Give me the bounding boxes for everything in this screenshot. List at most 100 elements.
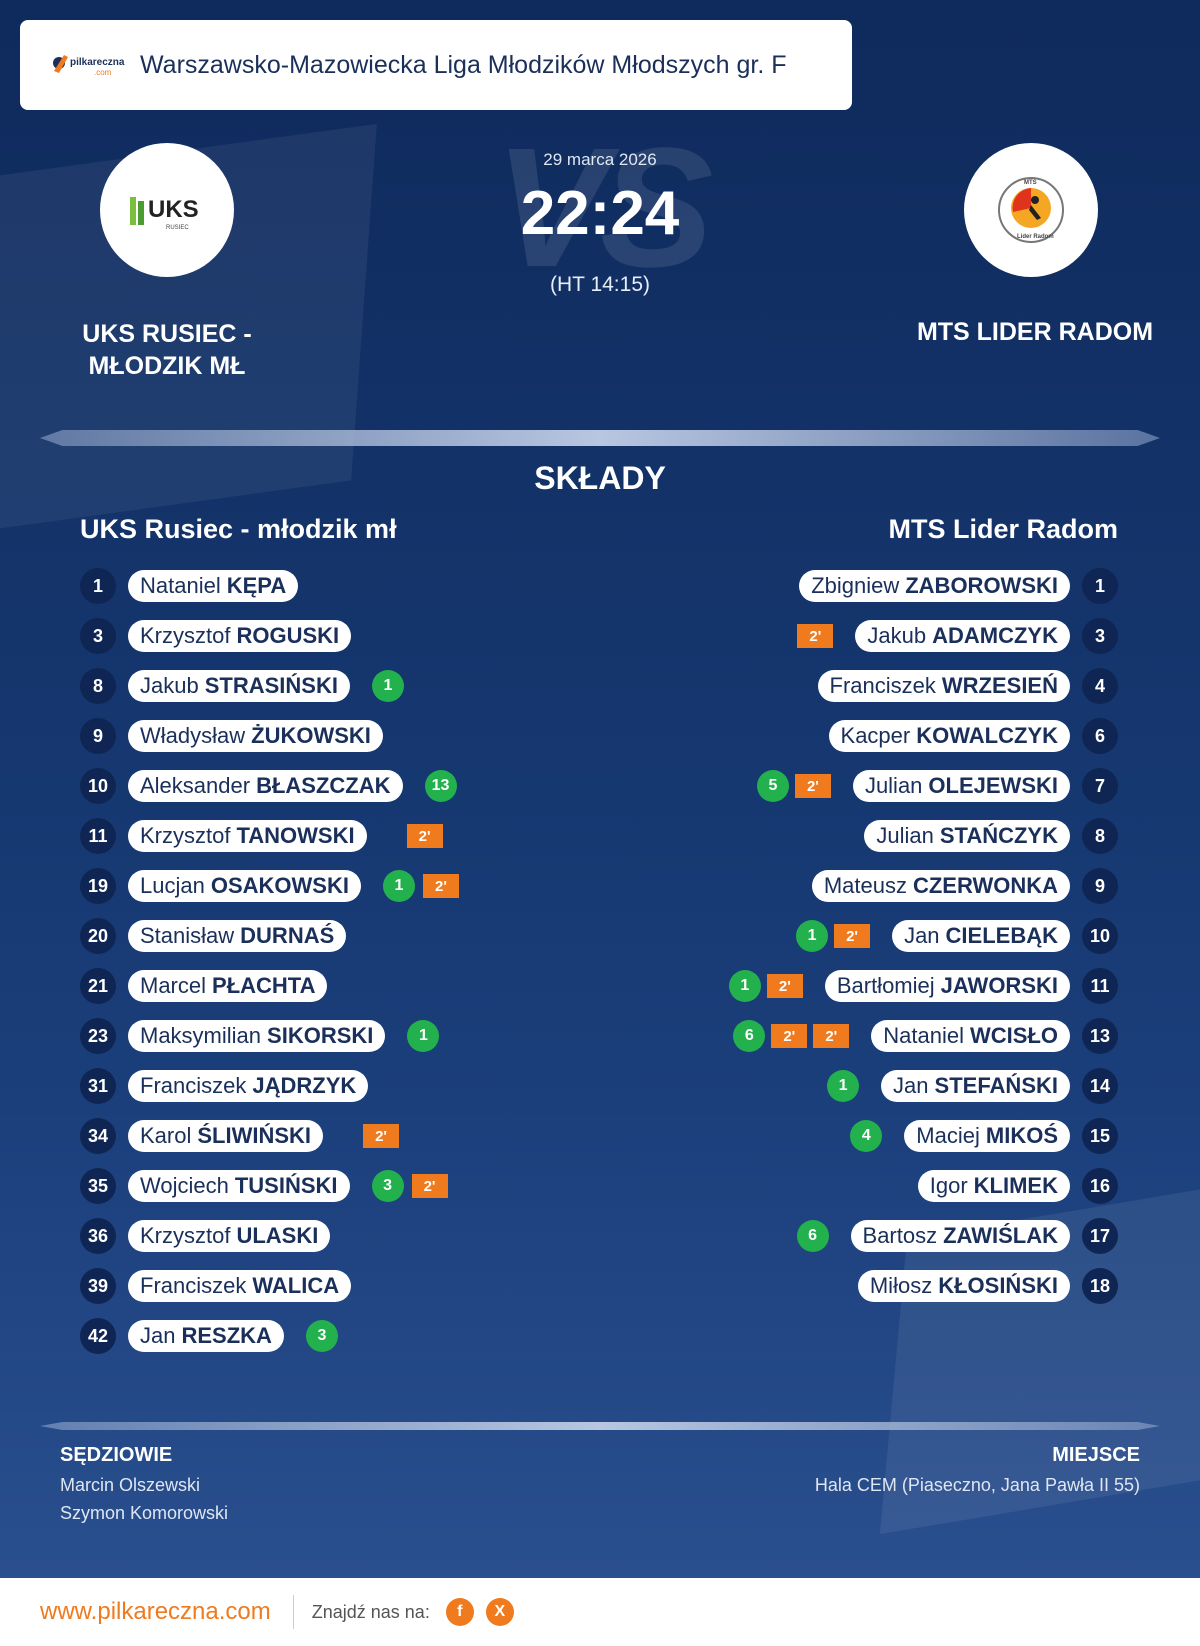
website-link[interactable]: www.pilkareczna.com: [40, 1598, 271, 1625]
x-icon[interactable]: X: [485, 1598, 514, 1626]
player-last-name: CZERWONKA: [912, 873, 1058, 898]
player-row: Franciszek WRZESIEŃ 4: [817, 668, 1118, 704]
player-number: 20: [80, 918, 116, 954]
player-name: Marcel PŁACHTA: [128, 970, 328, 1002]
player-number: 11: [1082, 968, 1118, 1004]
halftime-score: (HT 14:15): [550, 273, 650, 296]
suspension-badge: 2': [771, 1024, 808, 1048]
player-name: Bartosz ZAWIŚLAK: [850, 1220, 1070, 1252]
away-team-logo: MTS Lider Radom: [964, 143, 1098, 277]
vs-watermark: VS: [494, 113, 714, 303]
player-number: 42: [80, 1318, 116, 1354]
player-last-name: ZAWIŚLAK: [943, 1223, 1058, 1248]
player-last-name: CIELEBĄK: [945, 923, 1058, 948]
player-number: 1: [1082, 568, 1118, 604]
player-first-name: Franciszek: [140, 1273, 247, 1298]
player-name: Julian OLEJEWSKI: [852, 770, 1070, 802]
match-card: pilkareczna .com Warszawsko-Mazowiecka L…: [0, 0, 1200, 1578]
goals-badge: 3: [371, 1170, 404, 1202]
player-row: 6 2' 2' Nataniel WCISŁO 13: [733, 1018, 1118, 1054]
goals-badge: 6: [733, 1020, 766, 1052]
player-name: Jan STEFAŃSKI: [881, 1070, 1070, 1102]
player-row: 2' Jakub ADAMCZYK 3: [797, 618, 1118, 654]
officials-label: SĘDZIOWIE: [60, 1444, 173, 1466]
svg-text:UKS: UKS: [148, 196, 199, 223]
facebook-icon[interactable]: f: [445, 1598, 474, 1626]
player-number: 18: [1082, 1268, 1118, 1304]
player-name: Jan CIELEBĄK: [892, 920, 1070, 952]
player-first-name: Stanisław: [140, 923, 235, 948]
player-first-name: Julian: [864, 773, 923, 798]
player-name: Julian STAŃCZYK: [864, 820, 1070, 852]
player-name: Jan RESZKA: [128, 1320, 284, 1352]
player-first-name: Jakub: [867, 623, 927, 648]
player-row: 1 Nataniel KĘPA: [80, 568, 299, 604]
official-name: Szymon Komorowski: [60, 1503, 229, 1523]
player-number: 8: [80, 668, 116, 704]
player-number: 39: [80, 1268, 116, 1304]
player-last-name: JAWORSKI: [940, 973, 1058, 998]
away-squad-title: MTS Lider Radom: [888, 514, 1118, 544]
player-row: Mateusz CZERWONKA 9: [811, 868, 1118, 904]
venue-name: Hala CEM (Piaseczno, Jana Pawła II 55): [814, 1475, 1140, 1495]
player-row: Miłosz KŁOSIŃSKI 18: [857, 1268, 1118, 1304]
player-first-name: Wojciech: [140, 1173, 229, 1198]
player-first-name: Igor: [929, 1173, 968, 1198]
suspension-badge: 2': [794, 774, 831, 798]
svg-text:Lider Radom: Lider Radom: [1017, 234, 1054, 240]
svg-text:pilkareczna: pilkareczna: [70, 57, 125, 68]
player-name: Jakub STRASIŃSKI: [128, 670, 350, 702]
player-first-name: Miłosz: [869, 1273, 933, 1298]
player-first-name: Bartosz: [862, 1223, 938, 1248]
player-row: 1 2' Jan CIELEBĄK 10: [796, 918, 1118, 954]
brand-logo: pilkareczna .com: [50, 45, 130, 85]
player-name: Franciszek WALICA: [128, 1270, 352, 1302]
player-last-name: ZABOROWSKI: [905, 573, 1058, 598]
player-row: 39 Franciszek WALICA: [80, 1268, 352, 1304]
suspension-badge: 2': [813, 1024, 850, 1048]
suspension-badge: 2': [406, 824, 443, 848]
player-first-name: Krzysztof: [140, 623, 231, 648]
player-number: 11: [80, 818, 116, 854]
divider: [40, 430, 1160, 446]
player-row: 1 2' Bartłomiej JAWORSKI 11: [728, 968, 1118, 1004]
player-name: Krzysztof ROGUSKI: [128, 620, 352, 652]
player-row: Julian STAŃCZYK 8: [864, 818, 1118, 854]
player-row: 34 Karol ŚLIWIŃSKI 2': [80, 1118, 400, 1154]
player-name: Kacper KOWALCZYK: [828, 720, 1070, 752]
player-first-name: Bartłomiej: [836, 973, 935, 998]
player-row: Igor KLIMEK 16: [917, 1168, 1118, 1204]
goals-badge: 3: [305, 1320, 338, 1352]
league-name: Warszawsko-Mazowiecka Liga Młodzików Mło…: [140, 50, 787, 79]
goals-badge: 4: [850, 1120, 883, 1152]
player-number: 14: [1082, 1068, 1118, 1104]
goals-badge: 1: [728, 970, 761, 1002]
player-number: 15: [1082, 1118, 1118, 1154]
league-header: pilkareczna .com Warszawsko-Mazowiecka L…: [20, 20, 852, 110]
player-name: Zbigniew ZABOROWSKI: [799, 570, 1070, 602]
player-row: 11 Krzysztof TANOWSKI 2': [80, 818, 443, 854]
player-number: 10: [1082, 918, 1118, 954]
player-first-name: Aleksander: [140, 773, 251, 798]
venue-label: MIEJSCE: [1052, 1444, 1140, 1466]
player-last-name: TANOWSKI: [236, 823, 355, 848]
player-row: 3 Krzysztof ROGUSKI: [80, 618, 352, 654]
suspension-badge: 2': [797, 624, 834, 648]
player-first-name: Jan: [893, 1073, 929, 1098]
player-row: 23 Maksymilian SIKORSKI 1: [80, 1018, 440, 1054]
player-row: 20 Stanisław DURNAŚ: [80, 918, 347, 954]
player-name: Aleksander BŁASZCZAK: [128, 770, 403, 802]
player-number: 34: [80, 1118, 116, 1154]
svg-text:MTS: MTS: [1024, 180, 1037, 186]
player-name: Nataniel KĘPA: [128, 570, 299, 602]
player-last-name: KOWALCZYK: [916, 723, 1058, 748]
player-number: 4: [1082, 668, 1118, 704]
suspension-badge: 2': [834, 924, 871, 948]
player-name: Stanisław DURNAŚ: [128, 920, 347, 952]
player-row: 35 Wojciech TUSIŃSKI 3 2': [80, 1168, 448, 1204]
player-first-name: Marcel: [140, 973, 207, 998]
goals-badge: 1: [796, 920, 829, 952]
goals-badge: 1: [371, 670, 404, 702]
player-first-name: Jan: [140, 1323, 176, 1348]
player-row: 19 Lucjan OSAKOWSKI 1 2': [80, 868, 459, 904]
